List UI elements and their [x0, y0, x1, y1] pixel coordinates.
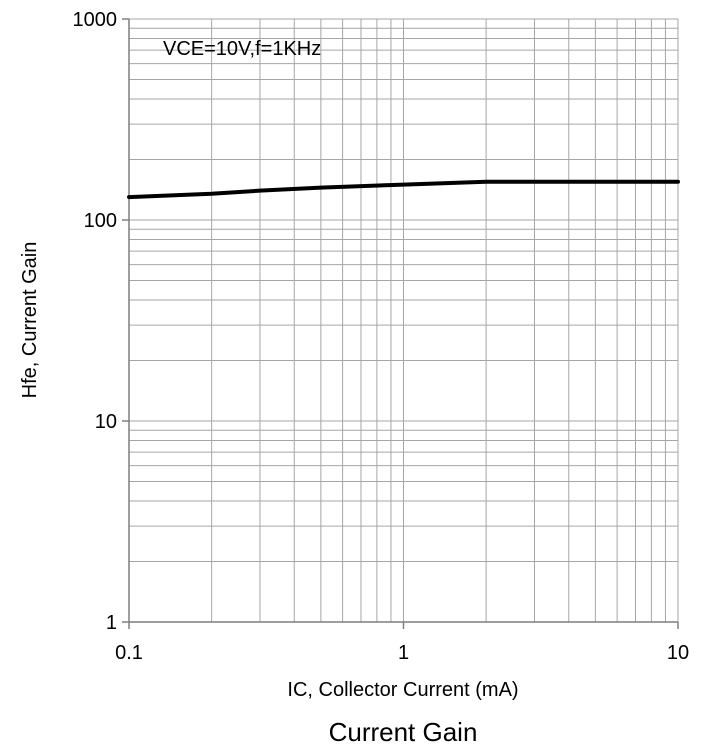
y-tick-label: 100	[84, 210, 117, 232]
y-axis-label: Hfe, Current Gain	[19, 242, 41, 399]
x-tick-label: 0.1	[115, 642, 143, 664]
y-tick-labels: 1 10 100 1000	[73, 9, 118, 634]
series-layer	[127, 179, 680, 200]
hfe-series-line	[127, 179, 680, 200]
grid	[128, 18, 679, 623]
y-tick-label: 1000	[73, 9, 118, 31]
x-tick-label: 1	[398, 642, 409, 664]
x-tick-label: 10	[667, 642, 689, 664]
y-tick-label: 10	[95, 411, 117, 433]
axes	[122, 18, 679, 629]
x-axis-label: IC, Collector Current (mA)	[287, 679, 518, 701]
annotation-label: VCE=10V,f=1KHz	[163, 38, 321, 60]
y-tick-label: 1	[106, 612, 117, 634]
x-tick-labels: 0.1 1 10	[115, 642, 689, 664]
chart-title: Current Gain	[329, 717, 478, 747]
